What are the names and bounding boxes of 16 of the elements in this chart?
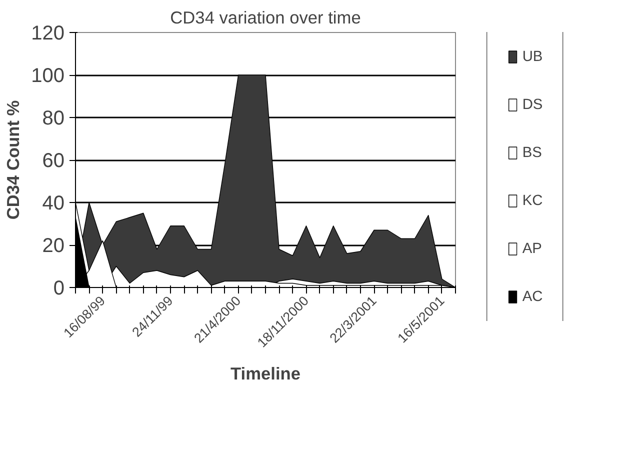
y-tick-label: 120 [31, 22, 65, 44]
legend-label: AC [522, 288, 543, 304]
y-tick-label: 0 [53, 278, 64, 300]
y-tick-label: 40 [42, 192, 65, 214]
y-tick-label: 100 [31, 65, 65, 87]
x-axis-title: Timeline [230, 364, 301, 384]
legend-label: AP [522, 240, 542, 256]
y-tick-label: 20 [42, 235, 65, 257]
y-tick-label: 60 [42, 150, 65, 172]
legend-label: UB [522, 48, 543, 64]
legend-label: KC [522, 192, 543, 208]
legend-label: BS [522, 144, 542, 160]
chart-title: CD34 variation over time [170, 8, 361, 28]
legend-label: DS [522, 96, 543, 112]
y-tick-label: 80 [42, 108, 65, 130]
y-axis-title: CD34 Count % [3, 100, 24, 220]
